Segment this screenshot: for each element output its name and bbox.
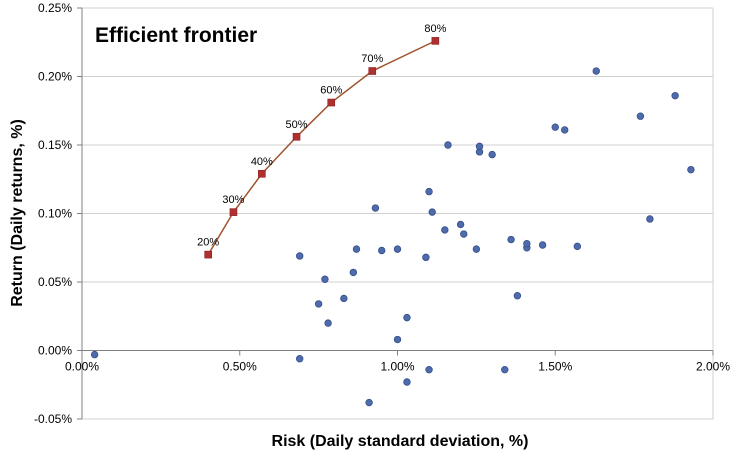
y-tick-label: -0.05% <box>34 412 72 426</box>
scatter-series <box>90 67 695 407</box>
scatter-point <box>573 242 582 251</box>
frontier-point-label: 20% <box>197 237 219 249</box>
scatter-point <box>472 245 481 253</box>
scatter-point <box>460 230 468 238</box>
scatter-point <box>403 313 411 322</box>
scatter-point <box>636 112 645 120</box>
scatter-point <box>295 355 304 363</box>
scatter-point <box>501 365 509 374</box>
frontier-point <box>292 132 301 141</box>
frontier-point-label: 50% <box>286 119 308 131</box>
scatter-point <box>456 220 465 229</box>
scatter-point <box>90 350 99 359</box>
scatter-point <box>340 294 348 303</box>
scatter-point <box>314 300 323 308</box>
frontier-point-label: 80% <box>424 23 446 35</box>
scatter-point <box>324 319 332 327</box>
scatter-point <box>428 208 436 216</box>
frontier-point <box>229 208 238 216</box>
scatter-point <box>538 241 547 249</box>
x-tick-label: 1.50% <box>538 360 572 374</box>
frontier-point-label: 70% <box>361 53 383 65</box>
scatter-point <box>444 141 452 149</box>
y-tick-label: 0.00% <box>38 344 72 358</box>
scatter-point <box>393 245 402 253</box>
scatter-point <box>475 142 484 151</box>
scatter-point <box>671 91 679 100</box>
scatter-point <box>551 123 559 131</box>
scatter-point <box>365 398 373 407</box>
frontier-series <box>204 37 440 259</box>
frontier-point <box>258 169 266 178</box>
frontier-point-label: 30% <box>222 194 244 206</box>
axes <box>77 7 714 420</box>
frontier-point <box>368 67 377 75</box>
x-tick-label: 1.00% <box>380 360 414 374</box>
frontier-line <box>207 40 436 255</box>
y-tick-label: 0.10% <box>38 207 72 221</box>
frontier-point <box>431 37 440 45</box>
scatter-point <box>422 253 430 262</box>
scatter-point <box>378 246 386 255</box>
y-tick-label: 0.15% <box>38 138 72 152</box>
scatter-point <box>592 67 600 75</box>
scatter-point <box>687 165 695 174</box>
scatter-point <box>425 365 433 374</box>
scatter-point <box>488 150 496 159</box>
scatter-point <box>295 252 304 260</box>
y-tick-label: 0.05% <box>38 275 72 289</box>
scatter-point <box>321 275 329 283</box>
y-tick-label: 0.20% <box>38 70 72 84</box>
chart-title: Efficient frontier <box>95 24 257 47</box>
gridlines <box>82 7 714 420</box>
frontier-labels: 20% 30% 40% 50% 60% 70% 80% <box>197 23 446 249</box>
frontier-point <box>327 98 336 107</box>
scatter-point <box>513 292 522 300</box>
x-tick-label: 0.50% <box>223 360 257 374</box>
scatter-point <box>507 235 515 244</box>
x-axis-title: Risk (Daily standard deviation, %) <box>272 433 529 450</box>
frontier-point-label: 60% <box>320 85 342 97</box>
x-tick-label: 0.00% <box>65 360 99 374</box>
frontier-point <box>204 250 212 259</box>
scatter-point <box>371 204 380 212</box>
y-axis-title: Return (Daily returns, %) <box>9 119 26 307</box>
scatter-point <box>425 187 433 196</box>
scatter-point <box>393 335 402 344</box>
scatter-point <box>349 268 358 277</box>
scatter-point <box>352 245 361 253</box>
scatter-point <box>403 378 411 386</box>
scatter-point <box>646 215 654 223</box>
tick-labels: -0.05% 0.00% 0.05% 0.10% 0.15% 0.20% 0.25% 0.00… <box>34 1 730 426</box>
scatter-point <box>561 126 569 134</box>
scatter-point <box>441 226 449 234</box>
x-tick-label: 2.00% <box>696 360 730 374</box>
y-tick-label: 0.25% <box>38 1 72 15</box>
scatter-point <box>523 239 531 248</box>
frontier-point-label: 40% <box>251 156 273 168</box>
